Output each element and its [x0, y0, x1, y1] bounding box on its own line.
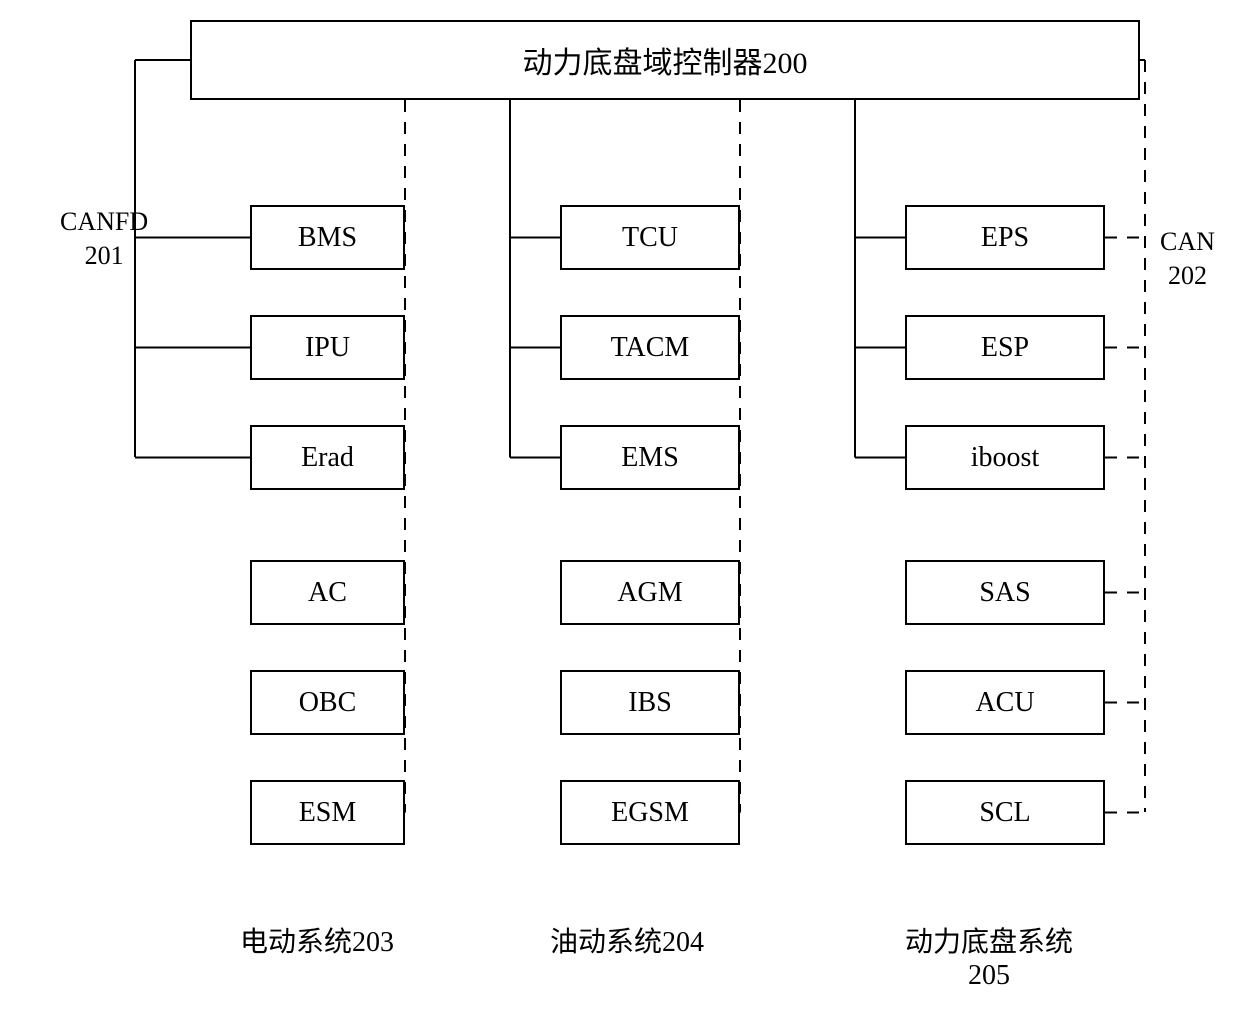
module-label: EGSM: [611, 797, 689, 829]
module-box-ems: EMS: [560, 425, 740, 490]
module-label: TACM: [611, 332, 690, 364]
left-bus-label-line2: 201: [60, 239, 148, 273]
right-bus-label-line1: CAN: [1160, 225, 1215, 259]
module-label: ESM: [299, 797, 357, 829]
system-label-1: 油动系统204: [550, 920, 704, 960]
module-box-tcu: TCU: [560, 205, 740, 270]
module-label: Erad: [301, 442, 354, 474]
module-label: IPU: [305, 332, 350, 364]
module-label: SCL: [979, 797, 1030, 829]
main-controller-box: 动力底盘域控制器200: [190, 20, 1140, 100]
module-label: IBS: [628, 687, 672, 719]
module-box-egsm: EGSM: [560, 780, 740, 845]
module-box-erad: Erad: [250, 425, 405, 490]
module-label: EPS: [981, 222, 1029, 254]
system-label-2: 动力底盘系统 205: [905, 920, 1073, 992]
module-box-tacm: TACM: [560, 315, 740, 380]
module-label: AGM: [617, 577, 682, 609]
module-box-scl: SCL: [905, 780, 1105, 845]
module-label: EMS: [621, 442, 679, 474]
module-box-ac: AC: [250, 560, 405, 625]
module-label: SAS: [979, 577, 1030, 609]
module-box-acu: ACU: [905, 670, 1105, 735]
module-label: AC: [308, 577, 347, 609]
module-box-eps: EPS: [905, 205, 1105, 270]
module-box-esp: ESP: [905, 315, 1105, 380]
module-box-esm: ESM: [250, 780, 405, 845]
module-box-ipu: IPU: [250, 315, 405, 380]
module-box-obc: OBC: [250, 670, 405, 735]
module-label: iboost: [971, 442, 1039, 474]
module-label: BMS: [298, 222, 357, 254]
module-box-sas: SAS: [905, 560, 1105, 625]
architecture-diagram: 动力底盘域控制器200 CANFD 201 CAN 202 BMS IPU Erad…: [0, 0, 1240, 1022]
system-label-0: 电动系统203: [240, 920, 394, 960]
module-label: ACU: [975, 687, 1034, 719]
main-controller-title: 动力底盘域控制器200: [523, 38, 808, 82]
left-bus-label: CANFD 201: [60, 205, 148, 273]
module-box-iboost: iboost: [905, 425, 1105, 490]
left-bus-label-line1: CANFD: [60, 205, 148, 239]
module-label: TCU: [622, 222, 678, 254]
module-label: ESP: [981, 332, 1029, 364]
right-bus-label: CAN 202: [1160, 225, 1215, 293]
right-bus-label-line2: 202: [1160, 259, 1215, 293]
connector-svg: [0, 0, 1240, 1022]
module-box-bms: BMS: [250, 205, 405, 270]
module-box-ibs: IBS: [560, 670, 740, 735]
module-label: OBC: [299, 687, 357, 719]
module-box-agm: AGM: [560, 560, 740, 625]
